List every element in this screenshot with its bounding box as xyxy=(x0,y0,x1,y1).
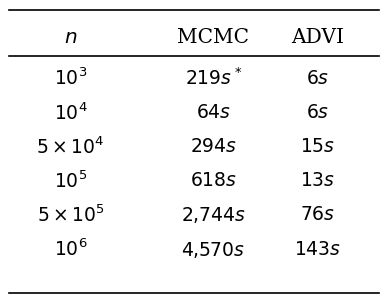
Text: $10^6$: $10^6$ xyxy=(54,239,88,260)
Text: $76s$: $76s$ xyxy=(300,206,335,224)
Text: $5 \times 10^4$: $5 \times 10^4$ xyxy=(36,136,105,158)
Text: $143s$: $143s$ xyxy=(294,241,341,259)
Text: $10^5$: $10^5$ xyxy=(54,170,87,192)
Text: $6s$: $6s$ xyxy=(306,70,329,88)
Text: $15s$: $15s$ xyxy=(300,138,335,156)
Text: MCMC: MCMC xyxy=(177,28,249,46)
Text: $n$: $n$ xyxy=(64,28,78,46)
Text: $618s$: $618s$ xyxy=(190,172,237,190)
Text: $64s$: $64s$ xyxy=(196,104,231,122)
Text: $6s$: $6s$ xyxy=(306,104,329,122)
Text: $219s^*$: $219s^*$ xyxy=(185,68,242,89)
Text: $2{,}744s$: $2{,}744s$ xyxy=(181,206,246,225)
Text: $294s$: $294s$ xyxy=(190,138,237,156)
Text: ADVI: ADVI xyxy=(291,28,344,46)
Text: $10^4$: $10^4$ xyxy=(54,102,88,124)
Text: $4{,}570s$: $4{,}570s$ xyxy=(182,240,245,260)
Text: $10^3$: $10^3$ xyxy=(54,68,87,89)
Text: $13s$: $13s$ xyxy=(300,172,335,190)
Text: $5 \times 10^5$: $5 \times 10^5$ xyxy=(37,205,105,226)
